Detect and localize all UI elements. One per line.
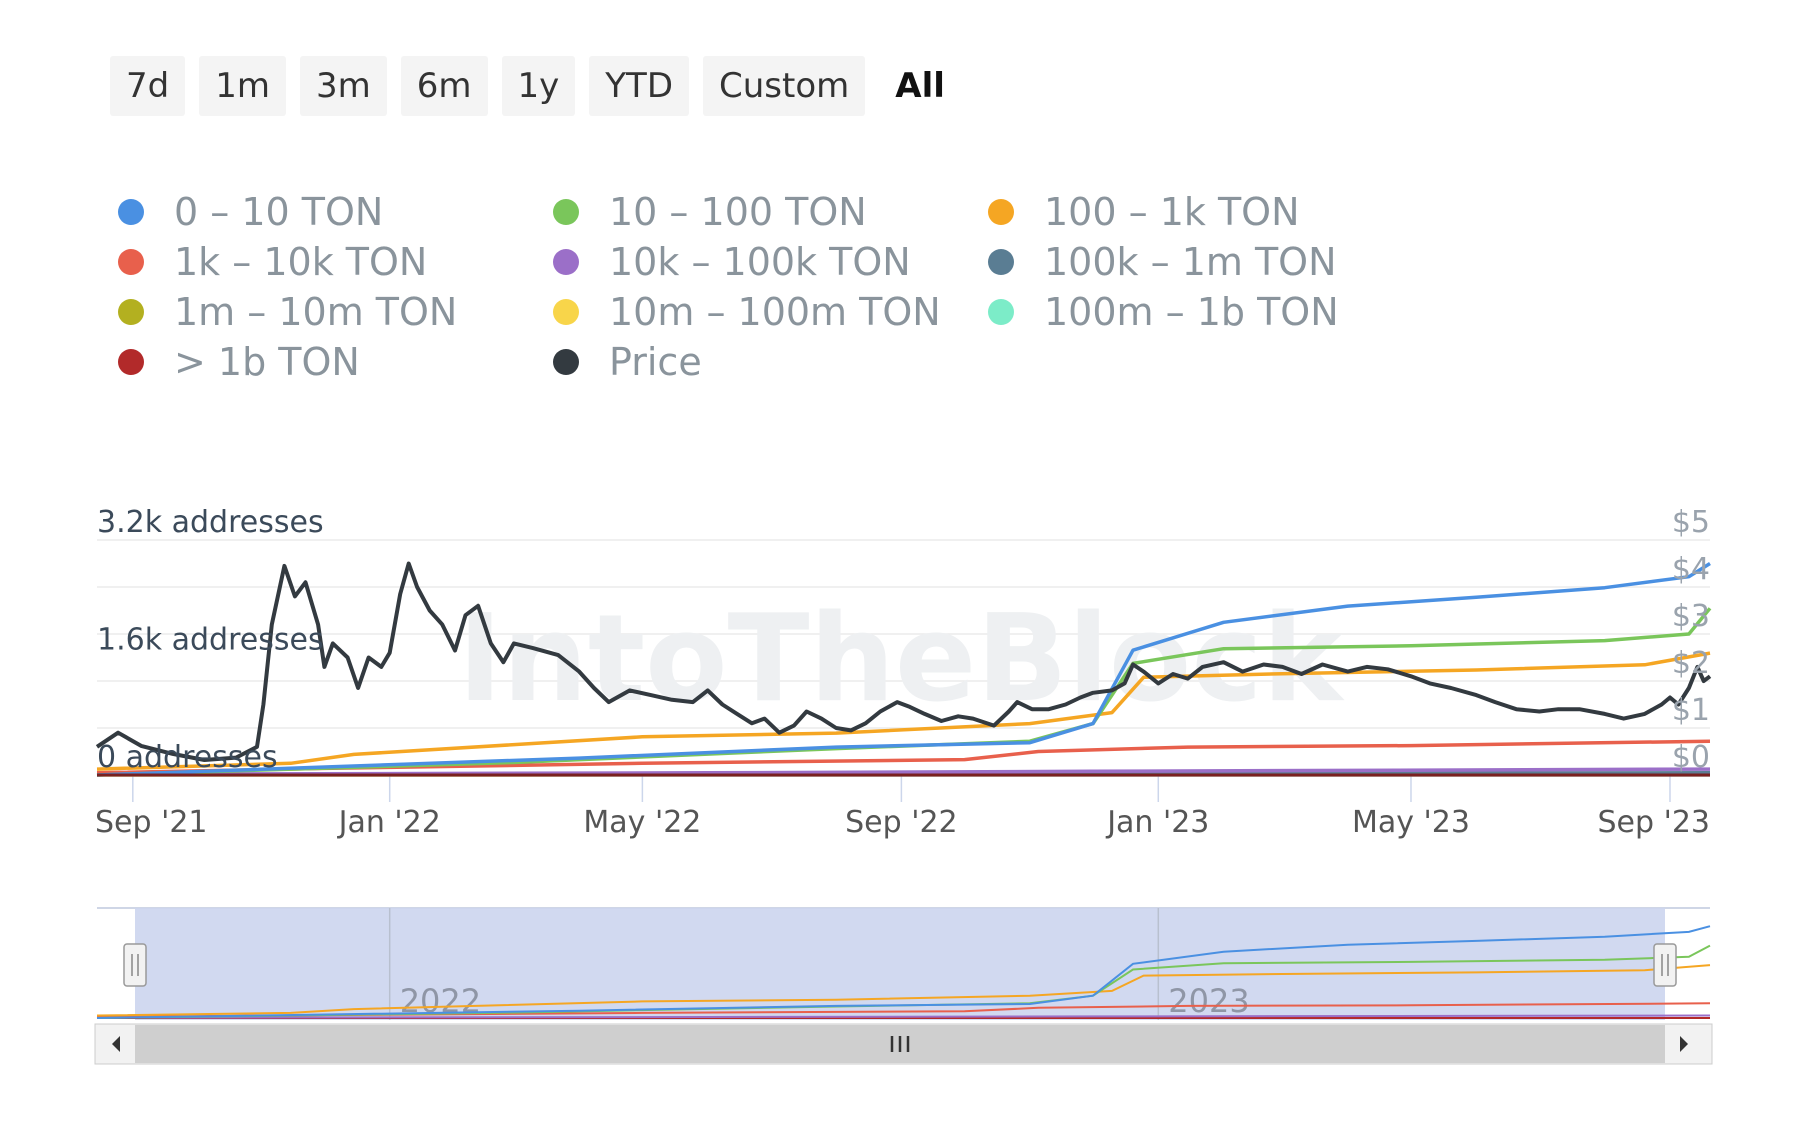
right-axis-label: $5 — [1672, 505, 1710, 540]
legend-marker-icon — [988, 299, 1014, 325]
range-button-3m[interactable]: 3m — [299, 56, 387, 116]
legend-item[interactable]: 10 – 100 TON — [553, 190, 988, 234]
legend-marker-icon — [118, 299, 144, 325]
legend-label: > 1b TON — [174, 340, 360, 384]
navigator-tick-label: 2022 — [400, 982, 481, 1020]
legend-item[interactable]: 100 – 1k TON — [988, 190, 1388, 234]
legend-label: 1m – 10m TON — [174, 290, 458, 334]
x-tick-label: May '22 — [583, 805, 701, 840]
range-button-6m[interactable]: 6m — [400, 56, 488, 116]
legend-marker-icon — [988, 199, 1014, 225]
legend-label: Price — [609, 340, 702, 384]
scroll-left-arrow-icon[interactable] — [112, 1036, 120, 1052]
scroll-right-arrow-icon[interactable] — [1680, 1036, 1688, 1052]
range-button-1y[interactable]: 1y — [501, 56, 576, 116]
legend-marker-icon — [988, 249, 1014, 275]
legend-item[interactable]: 10k – 100k TON — [553, 240, 988, 284]
navigator-series-0 — [96, 925, 1711, 1019]
series-line-4 — [96, 767, 1711, 777]
legend-label: 1k – 10k TON — [174, 240, 428, 284]
series-line-3 — [96, 739, 1711, 775]
right-axis-label: $4 — [1672, 552, 1710, 587]
navigator-tick-label: 2023 — [1168, 982, 1249, 1020]
navigator-series-4 — [96, 1014, 1711, 1019]
legend-item[interactable]: 1m – 10m TON — [118, 290, 553, 334]
legend-item[interactable]: 10m – 100m TON — [553, 290, 988, 334]
x-tick-label: May '23 — [1352, 805, 1470, 840]
legend-marker-icon — [553, 249, 579, 275]
series-line-2 — [96, 651, 1711, 771]
navigator-series-3 — [96, 1002, 1711, 1018]
legend-item[interactable]: 100m – 1b TON — [988, 290, 1388, 334]
range-button-all[interactable]: All — [895, 66, 945, 106]
x-tick-label: Sep '23 — [1598, 805, 1711, 840]
legend-label: 0 – 10 TON — [174, 190, 384, 234]
legend-label: 100m – 1b TON — [1044, 290, 1339, 334]
legend-item[interactable]: Price — [553, 340, 988, 384]
legend-label: 100 – 1k TON — [1044, 190, 1300, 234]
range-selector: 7d 1m 3m 6m 1y YTD Custom All — [110, 56, 961, 116]
right-axis-label: $3 — [1672, 599, 1710, 634]
series-line-6 — [96, 772, 1711, 777]
chart-legend: 0 – 10 TON 10 – 100 TON 100 – 1k TON 1k – 1… — [118, 190, 1388, 384]
legend-label: 100k – 1m TON — [1044, 240, 1337, 284]
navigator-left-handle[interactable] — [123, 943, 147, 987]
watermark-text: IntoTheBlock — [458, 590, 1346, 729]
legend-label: 10m – 100m TON — [609, 290, 941, 334]
scrollbar-track — [94, 1023, 1713, 1065]
navigator-right-handle[interactable] — [1653, 943, 1677, 987]
legend-marker-icon — [118, 199, 144, 225]
navigator-selection — [135, 908, 1665, 1020]
range-button-ytd[interactable]: YTD — [589, 56, 689, 116]
left-axis-label: 1.6k addresses — [97, 623, 324, 658]
legend-item[interactable]: > 1b TON — [118, 340, 553, 384]
series-line-10 — [95, 561, 1712, 762]
right-axis-label: $2 — [1672, 646, 1710, 681]
x-tick-label: Sep '21 — [95, 805, 208, 840]
range-button-custom[interactable]: Custom — [703, 56, 866, 116]
series-line-0 — [96, 562, 1711, 777]
x-tick-label: Jan '23 — [1105, 805, 1209, 840]
series-line-1 — [96, 607, 1712, 777]
left-axis-label: 0 addresses — [97, 740, 278, 775]
legend-item[interactable]: 100k – 1m TON — [988, 240, 1388, 284]
legend-marker-icon — [118, 349, 144, 375]
legend-item[interactable]: 1k – 10k TON — [118, 240, 553, 284]
right-axis-label: $0 — [1672, 740, 1710, 775]
legend-marker-icon — [553, 199, 579, 225]
range-button-7d[interactable]: 7d — [110, 56, 186, 116]
navigator-series-2 — [96, 964, 1711, 1017]
series-line-5 — [96, 771, 1711, 777]
scrollbar-thumb[interactable] — [135, 1025, 1665, 1063]
navigator-series-1 — [96, 944, 1711, 1019]
right-axis-label: $1 — [1672, 693, 1710, 728]
legend-marker-icon — [118, 249, 144, 275]
legend-marker-icon — [553, 299, 579, 325]
legend-label: 10k – 100k TON — [609, 240, 911, 284]
range-button-1m[interactable]: 1m — [199, 56, 286, 116]
legend-label: 10 – 100 TON — [609, 190, 867, 234]
left-axis-label: 3.2k addresses — [97, 505, 324, 540]
x-tick-label: Jan '22 — [337, 805, 441, 840]
x-tick-label: Sep '22 — [845, 805, 958, 840]
legend-marker-icon — [553, 349, 579, 375]
legend-item[interactable]: 0 – 10 TON — [118, 190, 553, 234]
